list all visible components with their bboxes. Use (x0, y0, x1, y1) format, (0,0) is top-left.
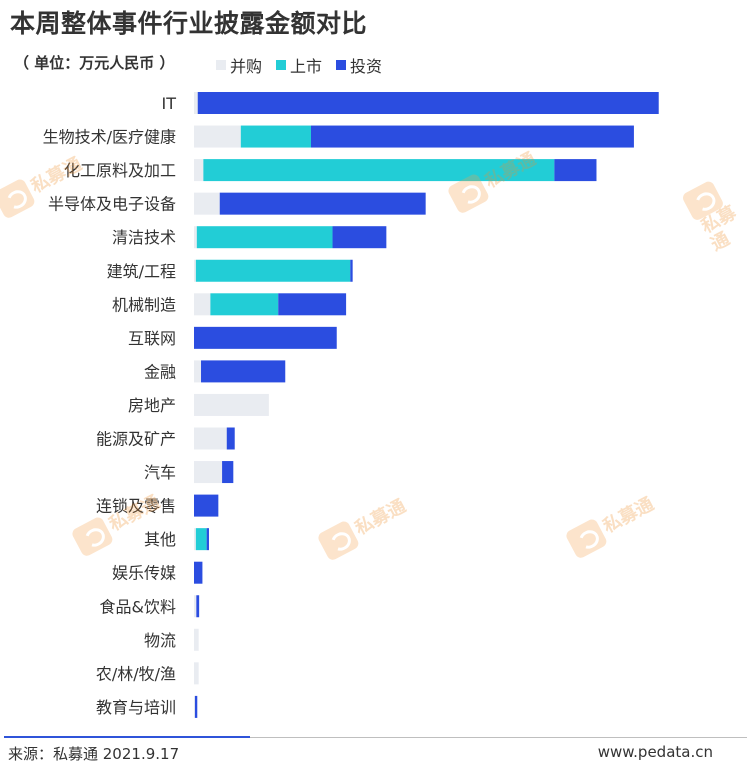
bar-merger (194, 360, 202, 383)
footer-accent-line (4, 736, 250, 738)
legend-swatch-ipo (276, 60, 287, 70)
category-label: 汽车 (144, 463, 176, 482)
bar-investment (201, 360, 286, 383)
legend-swatch-investment (336, 60, 347, 70)
bar-ipo (210, 293, 279, 316)
bar-investment (332, 226, 387, 249)
legend-label-ipo: 上市 (290, 57, 323, 76)
category-label: 金融 (144, 362, 176, 381)
bar-investment (194, 326, 337, 349)
bar-merger (194, 125, 241, 148)
footer-divider (4, 737, 747, 738)
bar-merger (194, 393, 269, 416)
bar-merger (194, 628, 199, 651)
bar-merger (194, 595, 197, 618)
bar-investment (222, 461, 234, 484)
bar-merger (194, 528, 196, 551)
bar-merger (194, 92, 198, 114)
legend-label-merger: 并购 (230, 57, 263, 76)
category-label: IT (162, 94, 177, 113)
category-label: 互联网 (128, 329, 176, 348)
bar-merger (194, 461, 223, 484)
category-label: 建筑/工程 (107, 262, 176, 281)
category-label: 教育与培训 (96, 698, 176, 717)
legend-label-investment: 投资 (350, 57, 383, 76)
category-label: 其他 (144, 530, 176, 549)
chart-title: 本周整体事件行业披露金额对比 (10, 9, 368, 38)
bar-investment (226, 427, 235, 450)
bar-ipo (195, 259, 351, 282)
bar-investment (554, 159, 597, 182)
bar-merger (194, 427, 227, 450)
category-label: 能源及矿产 (96, 430, 176, 449)
bar-investment (278, 293, 347, 316)
chart-plot: IT 生物技术/医疗健康化工原料及加工半导体及电子设备清洁技术建筑/工程机械制造互… (43, 92, 659, 718)
bar-merger (194, 662, 199, 685)
category-label: 半导体及电子设备 (48, 195, 176, 214)
legend-swatch-merger (216, 60, 226, 70)
category-label: 房地产 (128, 396, 176, 415)
bar-merger (194, 159, 204, 182)
footer-source: 来源：私募通 2021.9.17 (8, 745, 180, 763)
bar-merger (194, 192, 220, 215)
chart-legend: 并购 上市 投资 (216, 54, 382, 76)
bar-ipo (240, 125, 311, 148)
legend-item-merger: 并购 (216, 53, 262, 77)
legend-item-ipo: 上市 (276, 53, 322, 77)
category-label: 机械制造 (112, 295, 176, 314)
bar-investment (194, 561, 203, 584)
category-label: 连锁及零售 (96, 497, 176, 516)
bar-investment (194, 695, 198, 718)
bar-merger (194, 293, 211, 316)
bar-ipo (196, 226, 333, 249)
bar-merger (194, 226, 197, 249)
category-label: 清洁技术 (112, 228, 176, 247)
category-label: 生物技术/医疗健康 (43, 128, 176, 147)
category-label: 农/林/牧/渔 (96, 664, 176, 683)
category-label: 娱乐传媒 (112, 564, 176, 583)
footer-site: www.pedata.cn (597, 743, 713, 761)
bar-merger (194, 695, 195, 718)
bar-ipo (203, 159, 555, 182)
bar-investment (219, 192, 426, 215)
bar-investment (196, 595, 200, 618)
legend-item-investment: 投资 (336, 53, 382, 77)
bar-investment (197, 92, 659, 114)
bar-investment (206, 528, 209, 551)
bar-investment (311, 125, 634, 148)
bar-merger (194, 259, 196, 282)
bar-investment (350, 259, 353, 282)
category-label: 食品&饮料 (100, 597, 176, 616)
unit-label: （ 单位：万元人民币 ） (14, 54, 175, 72)
category-label: 物流 (144, 631, 176, 650)
category-label: 化工原料及加工 (64, 161, 176, 180)
bar-ipo (195, 528, 207, 551)
bar-investment (194, 494, 219, 517)
